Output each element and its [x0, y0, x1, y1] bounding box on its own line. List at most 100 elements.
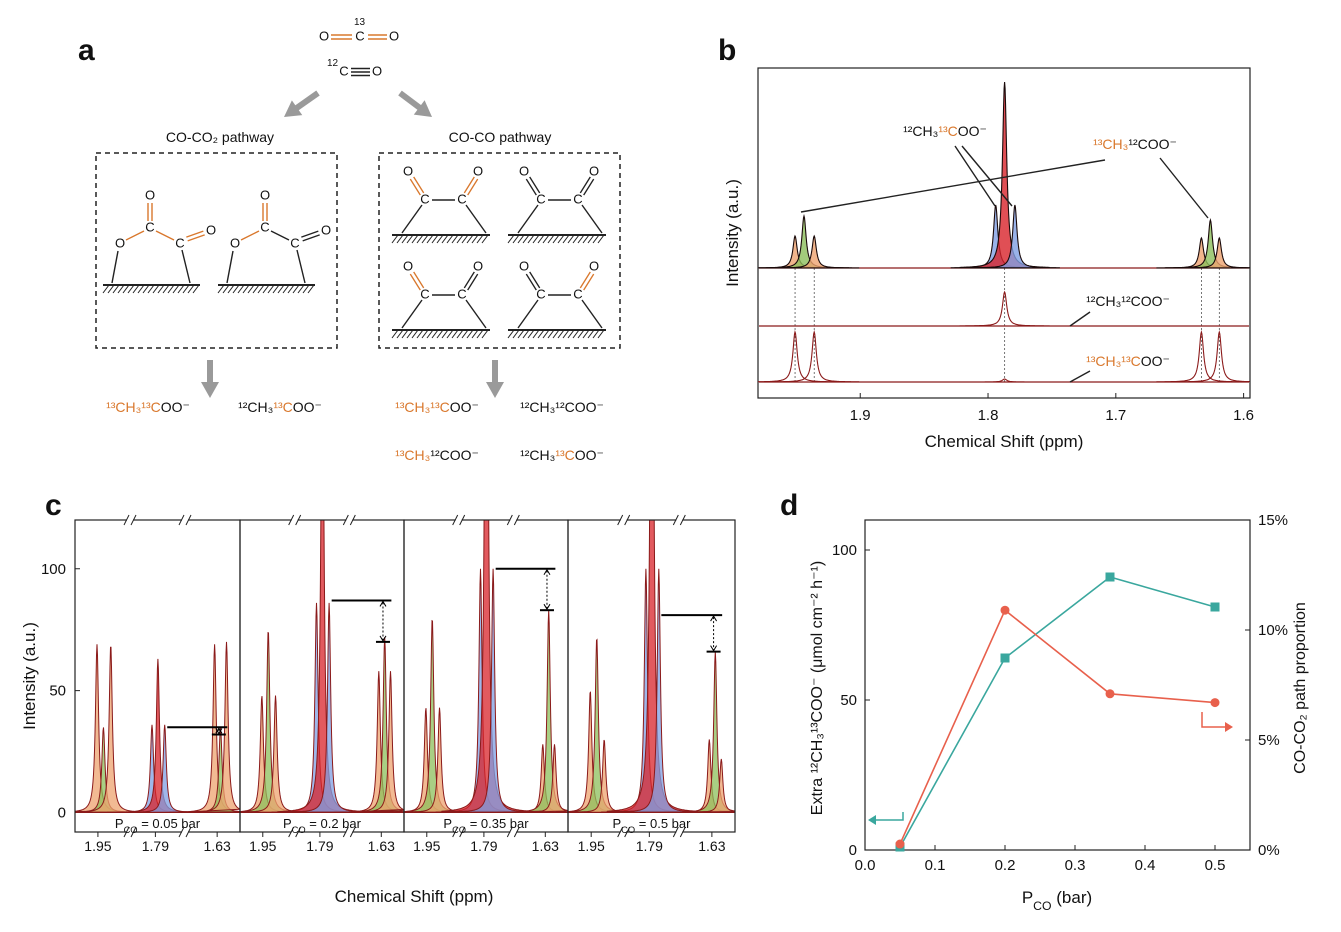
text-part: ¹²CH₃¹²COO⁻: [520, 399, 604, 415]
x-axis-title: Chemical Shift (ppm): [925, 432, 1084, 451]
surface-hatch: [451, 329, 459, 339]
atom-label: O: [319, 28, 329, 43]
data-point: [1210, 698, 1220, 708]
atom-label: C: [260, 219, 269, 234]
text-part: ¹²CH₃¹²COO⁻: [1086, 293, 1170, 309]
bond: [413, 176, 425, 194]
surface-hatch: [247, 284, 255, 294]
axis-indicator-head: [1225, 722, 1233, 732]
axis-break: [617, 826, 624, 838]
pathway-title: CO-CO pathway: [449, 129, 552, 145]
spectrum-peak: [509, 744, 568, 813]
surface-hatch: [532, 329, 540, 339]
surface-hatch: [252, 284, 260, 294]
text-part: ¹³CH₃: [1093, 136, 1128, 152]
axis-break: [506, 514, 513, 526]
atom-label: C: [420, 191, 429, 206]
surface-hatch: [577, 329, 585, 339]
x-tick-label: 1.79: [306, 838, 333, 854]
text-part: ¹²CH₃: [520, 447, 555, 463]
surface-hatch: [582, 234, 590, 244]
atom-label: O: [519, 163, 529, 178]
bond: [296, 249, 306, 284]
surface-hatch: [456, 234, 464, 244]
spectrum-peak: [1156, 329, 1247, 383]
text-part: = 0.5 bar: [635, 816, 691, 831]
bond: [579, 271, 591, 289]
product-label: ¹²CH₃¹²COO⁻: [520, 399, 604, 415]
surface-hatch: [446, 234, 454, 244]
axis-break-gap: [620, 830, 627, 834]
data-point: [1105, 572, 1115, 582]
axis-break: [624, 826, 631, 838]
bond: [465, 204, 487, 234]
peak-annotation: ¹³CH₃¹²COO⁻: [1093, 136, 1177, 152]
x-tick-label: 0.5: [1205, 857, 1226, 874]
x-axis-title: PCO (bar): [1022, 888, 1092, 913]
surface-hatch: [117, 284, 125, 294]
axis-break: [672, 826, 679, 838]
text-part: CO: [621, 825, 635, 835]
surface-hatch: [272, 284, 280, 294]
product-label: ¹³CH₃¹²COO⁻: [395, 447, 479, 463]
surface-hatch: [441, 329, 449, 339]
plot-frame: [757, 67, 1251, 399]
atom-label: C: [355, 28, 364, 43]
surface-hatch: [597, 234, 605, 244]
surface-hatch: [557, 234, 565, 244]
surface-hatch: [441, 234, 449, 244]
axis-break: [513, 826, 520, 838]
surface-hatch: [537, 234, 545, 244]
x-tick-label: 1.95: [578, 838, 605, 854]
x-tick-label: 1.95: [413, 838, 440, 854]
surface-hatch: [277, 284, 285, 294]
bond: [240, 230, 260, 241]
spectrum-peak: [676, 758, 735, 813]
surface-hatch: [597, 329, 605, 339]
atom-label: C: [290, 235, 299, 250]
isotope-label: 13: [354, 17, 366, 28]
atom-label: O: [145, 187, 155, 202]
bond: [467, 273, 479, 291]
axis-break-gap: [127, 518, 133, 522]
surface-hatch: [416, 234, 424, 244]
arrow-head: [413, 100, 432, 117]
surface-hatch: [542, 329, 550, 339]
plot-frame: [567, 519, 736, 833]
surface-hatch: [177, 284, 185, 294]
plot-frame: [864, 519, 1251, 851]
surface-hatch: [307, 284, 315, 294]
atom-label: C: [457, 286, 466, 301]
x-tick-label: 1.95: [249, 838, 276, 854]
atom-label: O: [372, 63, 382, 78]
surface-hatch: [532, 234, 540, 244]
surface-hatch: [411, 234, 419, 244]
axis-break: [624, 514, 631, 526]
surface-hatch: [527, 234, 535, 244]
surface-hatch: [507, 329, 515, 339]
surface-hatch: [222, 284, 230, 294]
pathway-box: [95, 152, 338, 349]
text-part: = 0.2 bar: [306, 816, 362, 831]
text-part: ¹²COO⁻: [430, 447, 479, 463]
surface-hatch: [431, 234, 439, 244]
surface-hatch: [476, 329, 484, 339]
data-point: [1000, 605, 1010, 615]
surface-hatch: [567, 329, 575, 339]
text-part: ¹²CH₃: [238, 399, 273, 415]
spectrum-peak: [959, 378, 1050, 383]
surface-hatch: [137, 284, 145, 294]
spectrum-peak: [345, 671, 404, 813]
surface-hatch: [587, 329, 595, 339]
x-tick-label: 0.0: [855, 857, 876, 874]
atom-label: C: [145, 219, 154, 234]
surface-hatch: [562, 329, 570, 339]
surface-hatch: [552, 329, 560, 339]
surface-hatch: [142, 284, 150, 294]
surface-hatch: [517, 234, 525, 244]
surface-hatch: [227, 284, 235, 294]
bond: [525, 273, 537, 291]
axis-break-gap: [676, 830, 683, 834]
surface-hatch: [466, 234, 474, 244]
bond: [517, 299, 539, 329]
